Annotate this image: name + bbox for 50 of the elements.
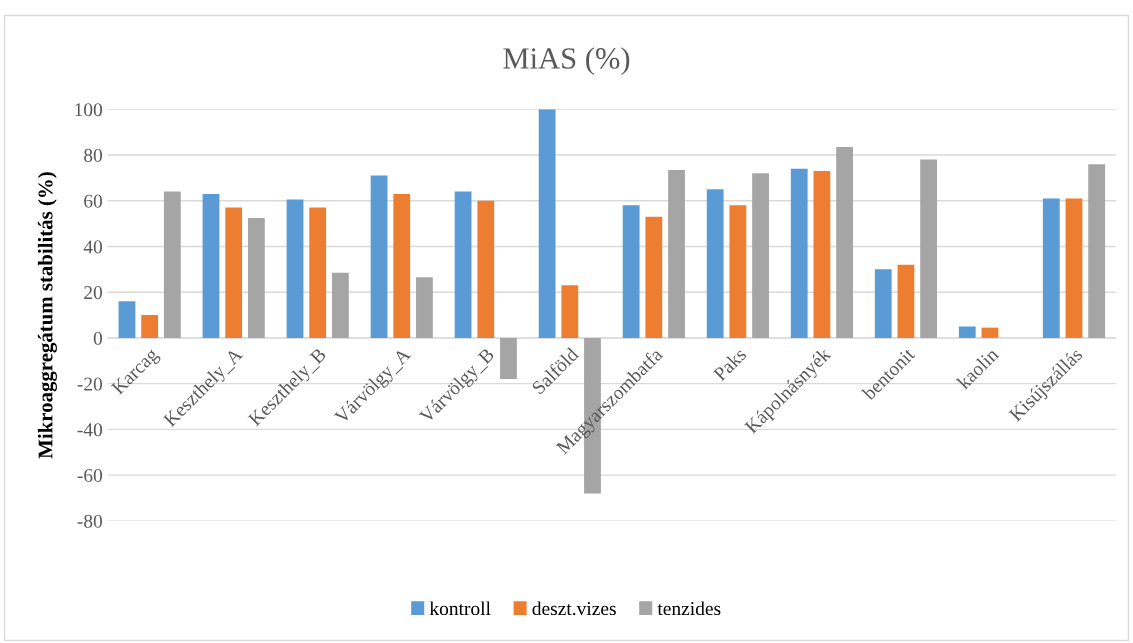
legend-label: deszt.vizes xyxy=(532,601,616,616)
bar xyxy=(416,277,433,338)
y-tick-label: 0 xyxy=(93,331,103,345)
bar xyxy=(225,207,243,338)
y-tick-label: -40 xyxy=(77,423,103,437)
bar xyxy=(706,189,724,338)
bar xyxy=(958,326,976,338)
bar xyxy=(202,193,220,338)
y-tick-label: -60 xyxy=(77,468,103,483)
bar xyxy=(752,173,769,338)
bar xyxy=(874,269,892,338)
bar xyxy=(393,193,411,338)
bar xyxy=(1065,198,1083,338)
bar xyxy=(332,272,349,338)
bar xyxy=(813,171,831,338)
bar xyxy=(1088,164,1106,338)
bar xyxy=(163,191,181,338)
x-tick-label: Paks xyxy=(712,346,748,382)
bar xyxy=(561,285,579,338)
y-axis-title: Mikroaggregátum stabilitás (%) xyxy=(37,172,57,459)
bar xyxy=(370,175,388,338)
legend-label: kontroll xyxy=(429,601,491,616)
y-tick-label: 40 xyxy=(83,240,103,254)
bar xyxy=(790,168,808,338)
bar xyxy=(118,301,136,338)
bar xyxy=(141,315,159,338)
bar xyxy=(836,147,853,338)
bar xyxy=(668,169,685,338)
bar xyxy=(538,109,556,338)
y-tick-label: -20 xyxy=(77,377,103,391)
bar xyxy=(309,207,327,338)
bar xyxy=(645,216,663,338)
bar xyxy=(477,200,495,338)
bar xyxy=(286,199,304,338)
y-tick-label: 80 xyxy=(84,148,103,162)
bar xyxy=(247,217,265,338)
y-tick-label: -80 xyxy=(77,514,103,528)
bar xyxy=(500,337,517,380)
legend-label: tenzides xyxy=(657,601,721,616)
bar xyxy=(729,205,747,338)
chart-title: MiAS (%) xyxy=(503,47,630,75)
y-tick-label: 100 xyxy=(75,103,103,117)
bar xyxy=(622,205,640,338)
bar xyxy=(920,159,938,338)
bar xyxy=(981,327,999,338)
y-tick-label: 20 xyxy=(84,286,103,300)
bar xyxy=(1042,198,1060,338)
bar xyxy=(897,264,915,338)
y-tick-label: 60 xyxy=(84,194,103,208)
bar xyxy=(454,191,472,338)
